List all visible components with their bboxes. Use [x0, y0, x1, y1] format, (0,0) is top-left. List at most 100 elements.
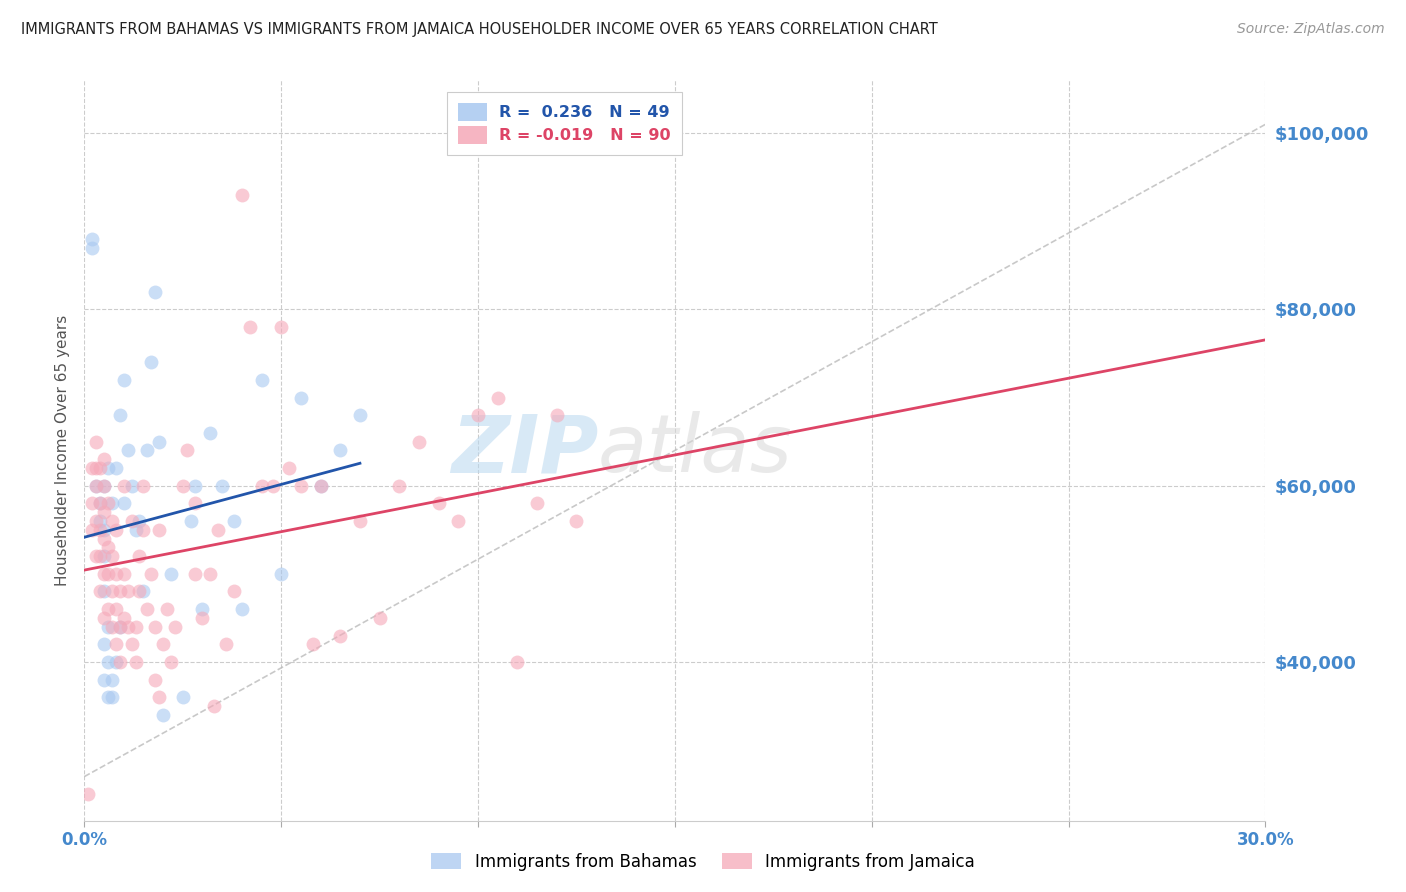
- Point: [156, 602, 179, 616]
- Point: [132, 523, 155, 537]
- Text: Source: ZipAtlas.com: Source: ZipAtlas.com: [1237, 22, 1385, 37]
- Point: [82, 241, 104, 255]
- Point: [112, 373, 135, 387]
- Point: [349, 408, 371, 422]
- Point: [388, 479, 411, 493]
- Point: [546, 408, 568, 422]
- Y-axis label: Householder Income Over 65 years: Householder Income Over 65 years: [55, 315, 70, 586]
- Point: [222, 514, 245, 528]
- Point: [121, 637, 143, 651]
- Point: [200, 566, 222, 581]
- Point: [124, 523, 146, 537]
- Point: [93, 637, 115, 651]
- Point: [408, 434, 430, 449]
- Point: [89, 496, 111, 510]
- Point: [108, 620, 131, 634]
- Point: [101, 690, 124, 705]
- Point: [152, 707, 174, 722]
- Point: [211, 479, 233, 493]
- Point: [200, 425, 222, 440]
- Point: [427, 496, 450, 510]
- Point: [117, 443, 139, 458]
- Point: [84, 479, 107, 493]
- Point: [93, 505, 115, 519]
- Point: [101, 549, 124, 564]
- Point: [160, 566, 183, 581]
- Point: [117, 584, 139, 599]
- Point: [82, 461, 104, 475]
- Point: [101, 673, 124, 687]
- Point: [112, 479, 135, 493]
- Point: [93, 479, 115, 493]
- Point: [202, 699, 225, 714]
- Point: [101, 620, 124, 634]
- Point: [104, 461, 127, 475]
- Point: [93, 673, 115, 687]
- Point: [89, 523, 111, 537]
- Point: [183, 496, 205, 510]
- Point: [148, 690, 170, 705]
- Point: [132, 479, 155, 493]
- Point: [104, 655, 127, 669]
- Point: [93, 584, 115, 599]
- Point: [447, 514, 470, 528]
- Point: [207, 523, 229, 537]
- Point: [191, 611, 214, 625]
- Point: [84, 514, 107, 528]
- Point: [97, 496, 120, 510]
- Point: [128, 584, 150, 599]
- Point: [104, 602, 127, 616]
- Point: [117, 620, 139, 634]
- Point: [93, 479, 115, 493]
- Point: [84, 479, 107, 493]
- Point: [467, 408, 489, 422]
- Point: [349, 514, 371, 528]
- Point: [176, 443, 198, 458]
- Point: [97, 655, 120, 669]
- Point: [93, 532, 115, 546]
- Point: [172, 479, 194, 493]
- Point: [290, 391, 312, 405]
- Point: [124, 620, 146, 634]
- Point: [121, 479, 143, 493]
- Point: [191, 602, 214, 616]
- Point: [143, 673, 166, 687]
- Point: [262, 479, 284, 493]
- Point: [163, 620, 186, 634]
- Point: [309, 479, 332, 493]
- Point: [104, 637, 127, 651]
- Point: [183, 566, 205, 581]
- Point: [97, 620, 120, 634]
- Point: [101, 584, 124, 599]
- Text: atlas: atlas: [598, 411, 793, 490]
- Point: [108, 620, 131, 634]
- Point: [84, 434, 107, 449]
- Point: [89, 461, 111, 475]
- Point: [160, 655, 183, 669]
- Point: [486, 391, 509, 405]
- Point: [136, 602, 159, 616]
- Point: [97, 541, 120, 555]
- Point: [309, 479, 332, 493]
- Text: IMMIGRANTS FROM BAHAMAS VS IMMIGRANTS FROM JAMAICA HOUSEHOLDER INCOME OVER 65 YE: IMMIGRANTS FROM BAHAMAS VS IMMIGRANTS FR…: [21, 22, 938, 37]
- Point: [270, 320, 292, 334]
- Point: [128, 549, 150, 564]
- Point: [143, 285, 166, 299]
- Point: [97, 566, 120, 581]
- Legend: Immigrants from Bahamas, Immigrants from Jamaica: Immigrants from Bahamas, Immigrants from…: [423, 845, 983, 880]
- Point: [104, 566, 127, 581]
- Point: [128, 514, 150, 528]
- Point: [82, 523, 104, 537]
- Point: [112, 566, 135, 581]
- Point: [93, 611, 115, 625]
- Point: [141, 355, 163, 369]
- Point: [108, 584, 131, 599]
- Point: [104, 523, 127, 537]
- Point: [183, 479, 205, 493]
- Point: [239, 320, 262, 334]
- Point: [148, 523, 170, 537]
- Point: [82, 496, 104, 510]
- Point: [108, 655, 131, 669]
- Point: [97, 602, 120, 616]
- Point: [172, 690, 194, 705]
